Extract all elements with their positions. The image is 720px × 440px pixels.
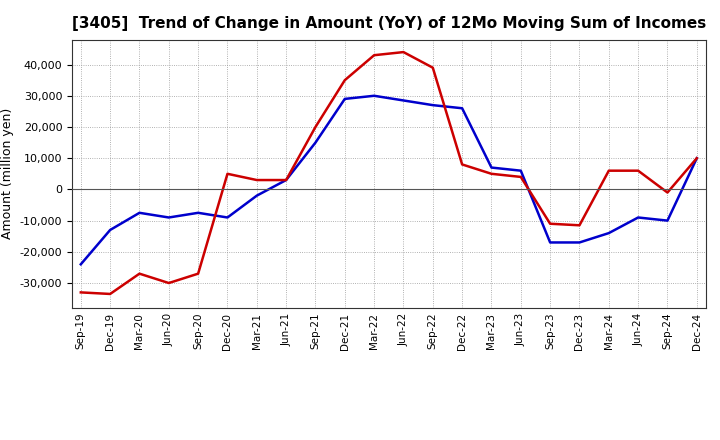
Y-axis label: Amount (million yen): Amount (million yen) [1, 108, 14, 239]
Ordinary Income [311, 140, 320, 145]
Net Income [341, 77, 349, 83]
Net Income [135, 271, 144, 276]
Ordinary Income [253, 193, 261, 198]
Ordinary Income [282, 177, 290, 183]
Ordinary Income [164, 215, 173, 220]
Ordinary Income [194, 210, 202, 216]
Net Income [605, 168, 613, 173]
Net Income [428, 65, 437, 70]
Ordinary Income [106, 227, 114, 233]
Net Income [516, 174, 525, 180]
Net Income [223, 171, 232, 176]
Ordinary Income [487, 165, 496, 170]
Net Income [194, 271, 202, 276]
Net Income [399, 49, 408, 55]
Net Income [311, 125, 320, 130]
Net Income [164, 280, 173, 286]
Net Income [634, 168, 642, 173]
Ordinary Income [428, 103, 437, 108]
Ordinary Income [546, 240, 554, 245]
Ordinary Income [693, 156, 701, 161]
Ordinary Income [76, 262, 85, 267]
Ordinary Income [370, 93, 379, 99]
Ordinary Income [575, 240, 584, 245]
Ordinary Income [341, 96, 349, 102]
Ordinary Income [458, 106, 467, 111]
Ordinary Income [663, 218, 672, 223]
Net Income [106, 291, 114, 297]
Title: [3405]  Trend of Change in Amount (YoY) of 12Mo Moving Sum of Incomes: [3405] Trend of Change in Amount (YoY) o… [72, 16, 706, 32]
Line: Net Income: Net Income [81, 52, 697, 294]
Ordinary Income [516, 168, 525, 173]
Net Income [458, 162, 467, 167]
Net Income [663, 190, 672, 195]
Ordinary Income [399, 98, 408, 103]
Net Income [693, 156, 701, 161]
Net Income [282, 177, 290, 183]
Ordinary Income [135, 210, 144, 216]
Net Income [546, 221, 554, 226]
Net Income [370, 52, 379, 58]
Ordinary Income [634, 215, 642, 220]
Line: Ordinary Income: Ordinary Income [81, 96, 697, 264]
Net Income [487, 171, 496, 176]
Net Income [76, 290, 85, 295]
Net Income [253, 177, 261, 183]
Net Income [575, 223, 584, 228]
Ordinary Income [223, 215, 232, 220]
Ordinary Income [605, 231, 613, 236]
